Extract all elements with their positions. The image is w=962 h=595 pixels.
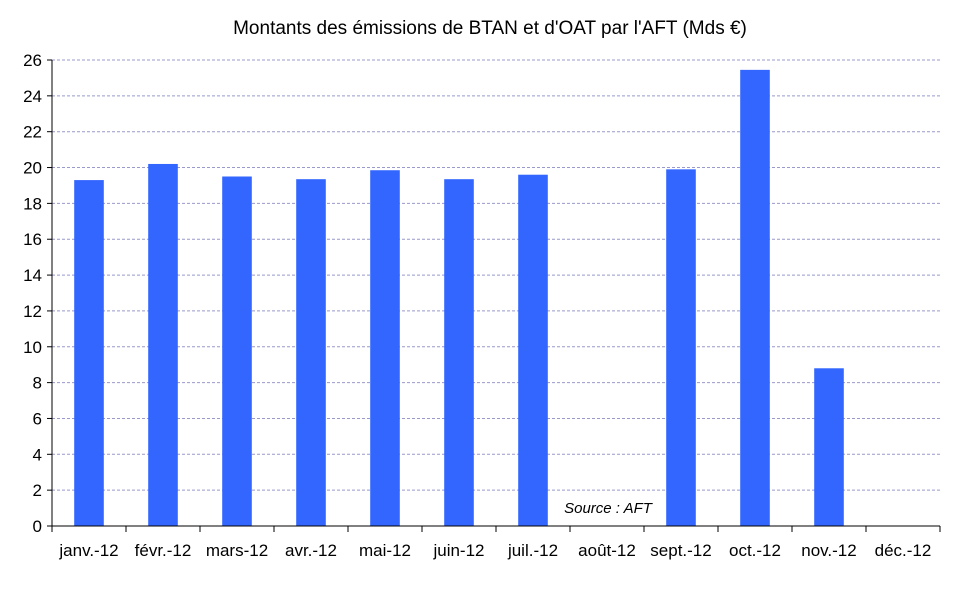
y-tick-label: 4 [33, 445, 42, 464]
y-tick-label: 0 [33, 517, 42, 536]
y-tick-label: 18 [23, 194, 42, 213]
bar-oct.-12 [740, 69, 770, 526]
y-tick-label: 26 [23, 51, 42, 70]
x-category-label: sept.-12 [650, 541, 711, 560]
bar-mars-12 [222, 176, 252, 526]
x-category-label: janv.-12 [58, 541, 118, 560]
bar-nov.-12 [814, 368, 844, 526]
bar-mai-12 [370, 170, 400, 526]
bar-avr.-12 [296, 179, 326, 526]
chart-title: Montants des émissions de BTAN et d'OAT … [233, 18, 747, 39]
bar-févr.-12 [148, 163, 178, 526]
x-category-label: juil.-12 [507, 541, 558, 560]
gridlines [52, 59, 940, 491]
bar-juin-12 [444, 179, 474, 526]
x-category-label: oct.-12 [729, 541, 781, 560]
source-annotation: Source : AFT [564, 500, 654, 517]
bars [74, 69, 844, 527]
x-category-label: déc.-12 [875, 541, 932, 560]
y-tick-label: 22 [23, 123, 42, 142]
x-category-label: mars-12 [206, 541, 268, 560]
y-tick-label: 6 [33, 409, 42, 428]
bar-juil.-12 [518, 174, 548, 526]
x-category-label: mai-12 [359, 541, 411, 560]
y-tick-label: 12 [23, 302, 42, 321]
bar-sept.-12 [666, 169, 696, 527]
y-tick-label: 10 [23, 338, 42, 357]
y-tick-label: 2 [33, 481, 42, 500]
x-category-label: févr.-12 [135, 541, 192, 560]
x-category-label: juin-12 [432, 541, 484, 560]
x-category-label: nov.-12 [801, 541, 856, 560]
axes [47, 59, 941, 532]
y-tick-label: 16 [23, 230, 42, 249]
y-tick-label: 20 [23, 159, 42, 178]
y-tick-label: 8 [33, 374, 42, 393]
y-tick-label: 14 [23, 266, 42, 285]
bar-janv.-12 [74, 180, 104, 527]
x-category-label: avr.-12 [285, 541, 337, 560]
x-category-label: août-12 [578, 541, 636, 560]
y-tick-label: 24 [23, 87, 42, 106]
